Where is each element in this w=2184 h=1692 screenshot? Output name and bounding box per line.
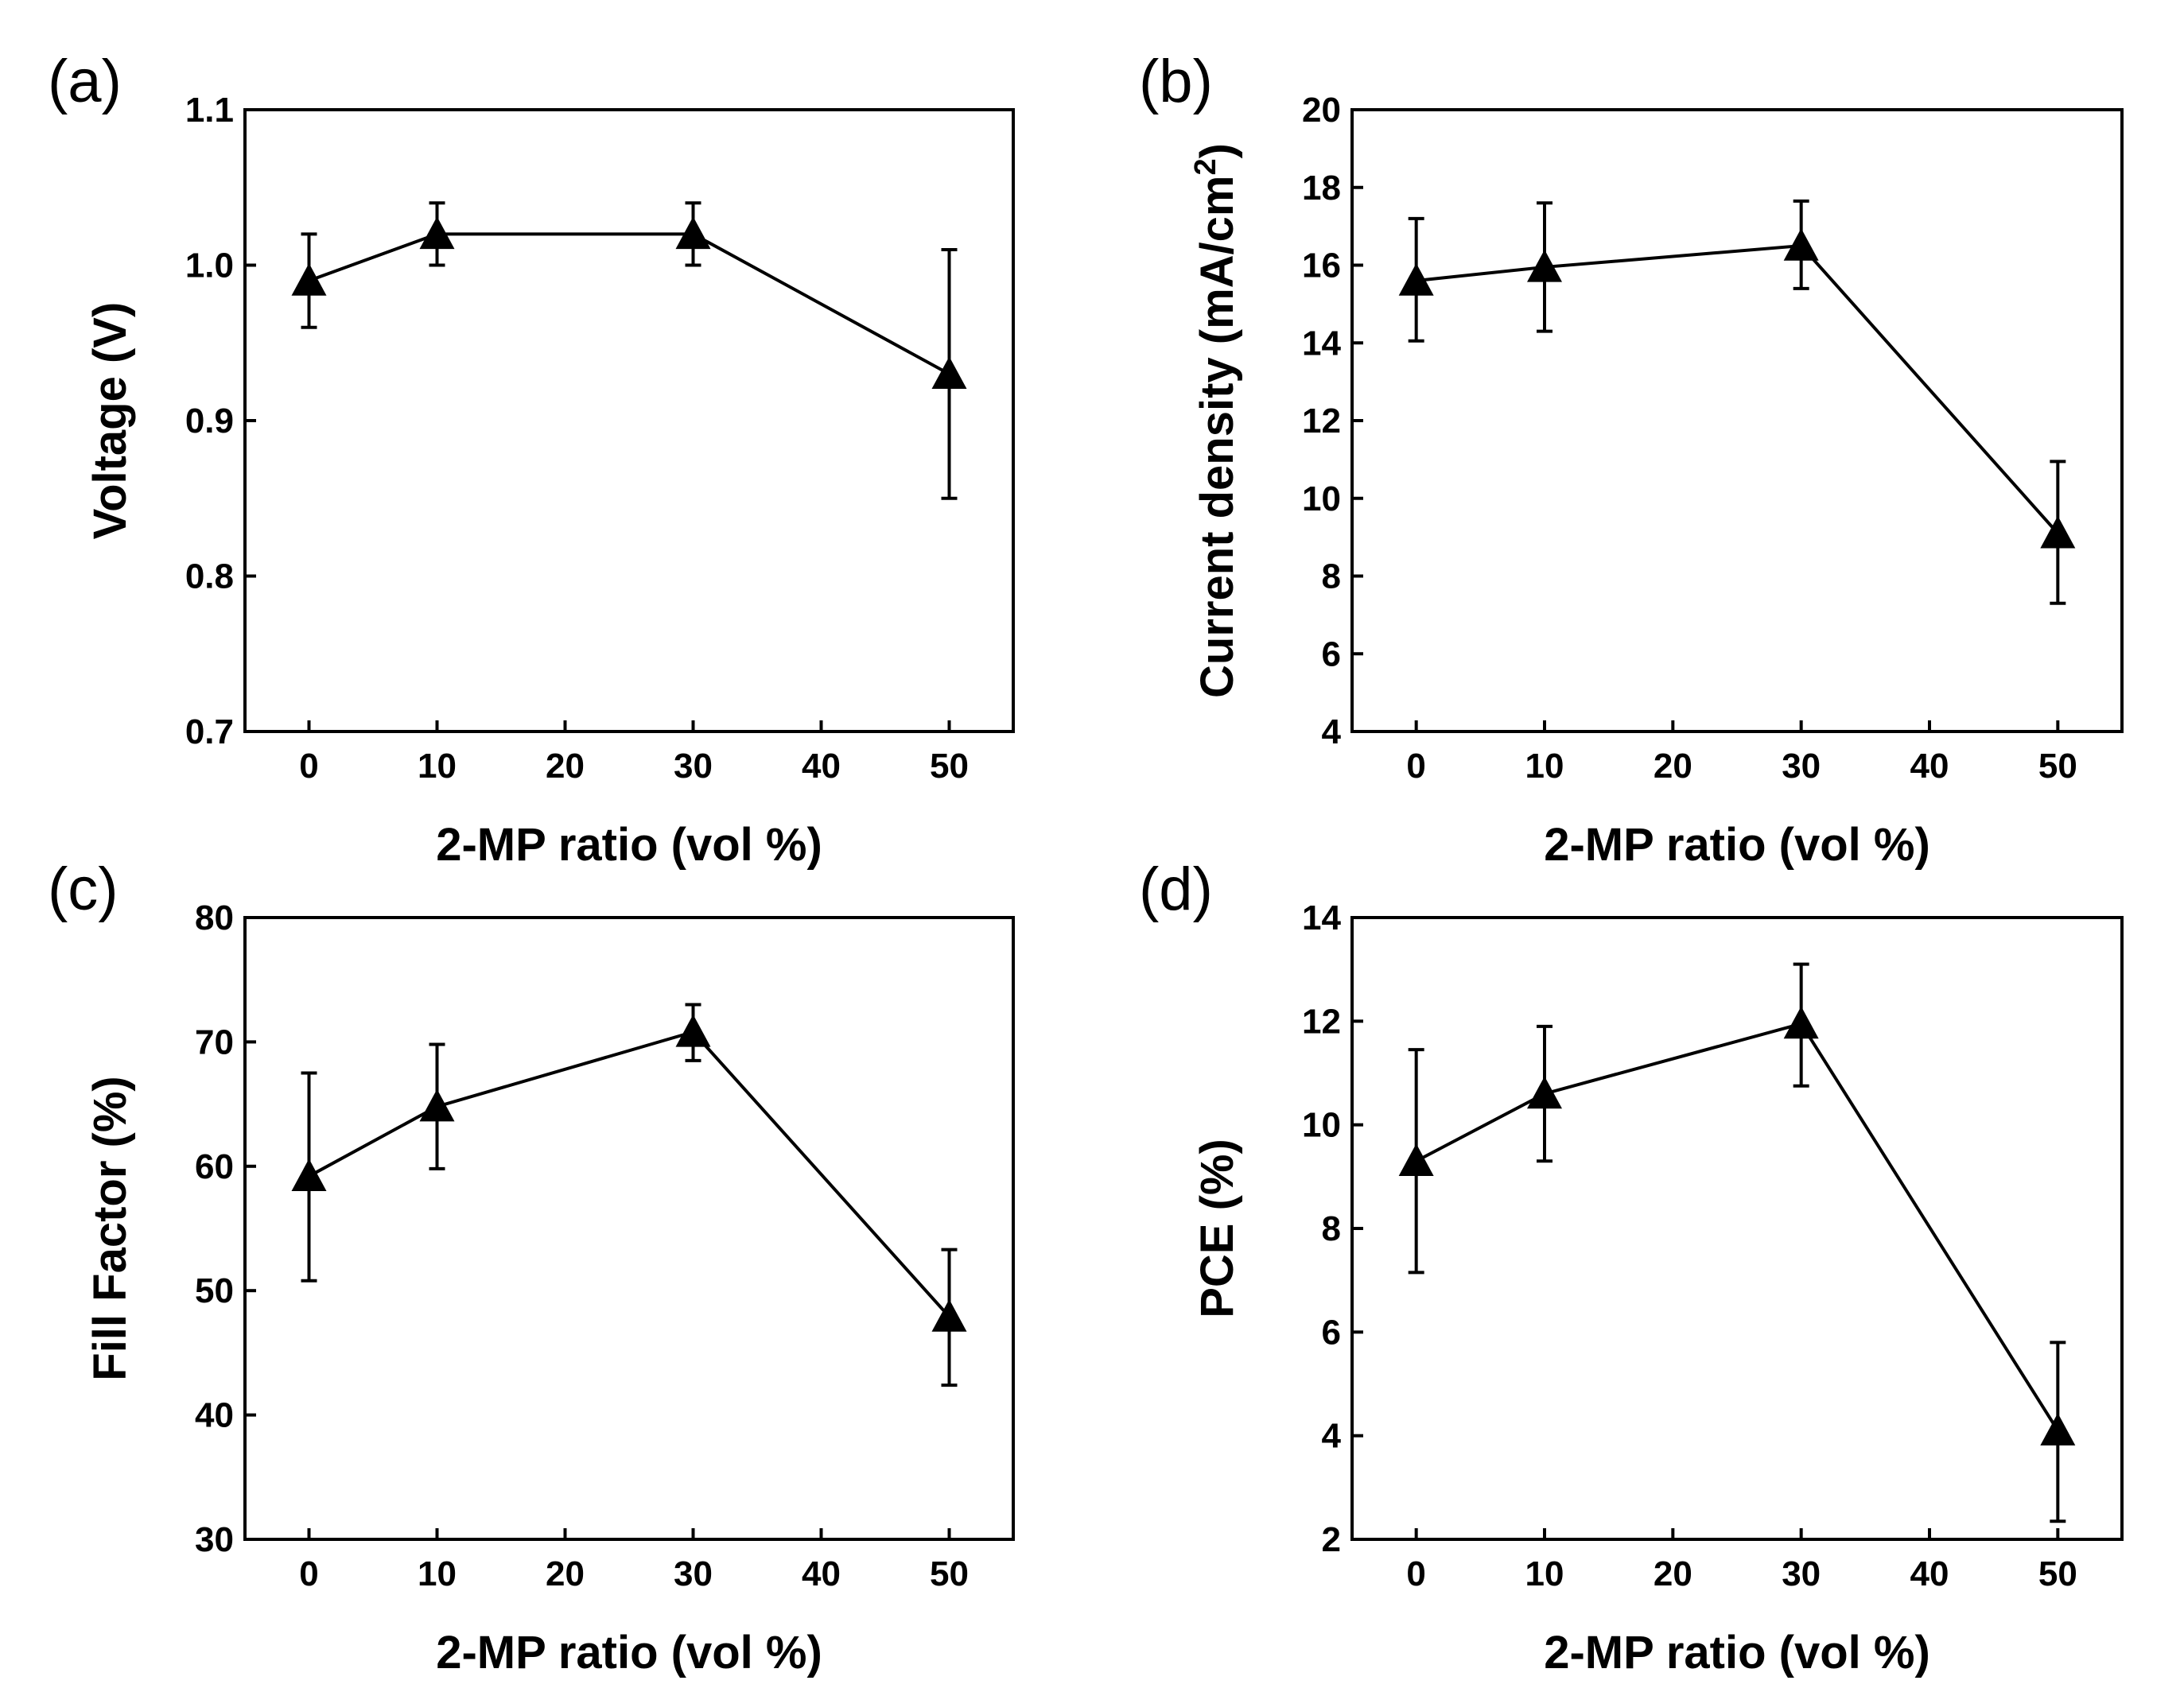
plot-frame-c xyxy=(243,916,1015,1541)
x-tick-label-c-2: 20 xyxy=(546,1554,585,1593)
y-tick-label-c-0: 30 xyxy=(195,1520,234,1559)
series-line-c-0 xyxy=(308,1030,950,1318)
data-point-b-3 xyxy=(2040,515,2076,549)
y-tick-label-c-3: 60 xyxy=(195,1147,234,1186)
y-axis-title-d: PCE (%) xyxy=(1191,1139,1243,1318)
y-axis-title-main-b: Current density (mA/cm xyxy=(1191,176,1243,698)
x-tick-label-a-4: 40 xyxy=(802,747,841,786)
panel-label-c: (c) xyxy=(48,856,119,923)
y-tick-label-c-2: 50 xyxy=(195,1271,234,1310)
y-tick-label-a-2: 0.9 xyxy=(185,402,234,440)
y-tick-label-b-8: 20 xyxy=(1302,91,1341,130)
y-tick-label-a-1: 0.8 xyxy=(185,557,234,596)
data-point-d-2 xyxy=(1783,1006,1819,1039)
x-axis-title-d: 2-MP ratio (vol %) xyxy=(1544,1627,1930,1678)
x-axis-title-c: 2-MP ratio (vol %) xyxy=(436,1627,822,1678)
y-tick-label-c-1: 40 xyxy=(195,1396,234,1435)
y-axis-title-sup-b: 2 xyxy=(1189,158,1222,175)
x-tick-label-d-1: 10 xyxy=(1525,1554,1564,1593)
x-tick-label-a-0: 0 xyxy=(299,747,318,786)
x-tick-label-c-4: 40 xyxy=(802,1554,841,1593)
panel-a: (a) 0 10 20 30 40 50 0.7 0.8 0.9 1.0 1.1 2-MP ratio … xyxy=(48,48,1015,871)
panel-label-b: (b) xyxy=(1139,48,1213,115)
y-tick-label-d-5: 12 xyxy=(1302,1002,1341,1041)
x-tick-label-c-3: 30 xyxy=(674,1554,713,1593)
x-axis-title-b: 2-MP ratio (vol %) xyxy=(1544,819,1930,871)
x-tick-label-b-4: 40 xyxy=(1910,747,1949,786)
data-point-a-1 xyxy=(419,216,455,250)
y-axis-title-end-b: ) xyxy=(1191,143,1243,158)
x-tick-label-c-0: 0 xyxy=(299,1554,318,1593)
data-point-b-2 xyxy=(1783,228,1819,261)
y-tick-label-a-3: 1.0 xyxy=(185,246,234,285)
x-tick-label-b-1: 10 xyxy=(1525,747,1564,786)
x-tick-label-b-0: 0 xyxy=(1406,747,1425,786)
y-tick-label-b-2: 8 xyxy=(1322,557,1341,596)
y-tick-label-d-1: 4 xyxy=(1322,1417,1342,1456)
data-point-c-3 xyxy=(931,1299,967,1332)
y-tick-label-c-4: 70 xyxy=(195,1023,234,1061)
data-point-b-0 xyxy=(1398,263,1434,296)
panel-b: (b) 0 10 20 30 40 50 4 6 8 10 12 14 16 18 20 2-MP ratio … xyxy=(1139,48,2124,871)
y-tick-label-d-6: 14 xyxy=(1302,898,1341,937)
x-tick-label-d-2: 20 xyxy=(1654,1554,1692,1593)
y-tick-label-b-7: 18 xyxy=(1302,169,1341,208)
data-point-d-3 xyxy=(2040,1413,2076,1446)
y-tick-label-a-0: 0.7 xyxy=(185,712,234,751)
plot-frame-b xyxy=(1350,108,2124,733)
x-tick-label-b-3: 30 xyxy=(1782,747,1821,786)
x-tick-label-a-2: 20 xyxy=(546,747,585,786)
plot-frame-a xyxy=(243,108,1015,733)
data-point-a-0 xyxy=(291,263,327,296)
panel-c: (c) 0 10 20 30 40 50 30 40 50 60 70 80 2-MP ratio (vo… xyxy=(48,856,1015,1678)
y-tick-label-b-3: 10 xyxy=(1302,479,1341,518)
x-tick-label-c-5: 50 xyxy=(930,1554,969,1593)
x-tick-label-c-1: 10 xyxy=(418,1554,457,1593)
y-tick-label-b-5: 14 xyxy=(1302,324,1341,363)
y-tick-label-d-0: 2 xyxy=(1322,1520,1341,1559)
panel-label-a: (a) xyxy=(48,48,122,115)
y-tick-label-b-0: 4 xyxy=(1322,712,1342,751)
y-tick-label-b-6: 16 xyxy=(1302,246,1341,285)
y-tick-label-c-5: 80 xyxy=(195,898,234,937)
y-tick-label-a-4: 1.1 xyxy=(185,91,234,130)
series-line-b-0 xyxy=(1416,243,2059,535)
y-tick-label-d-4: 10 xyxy=(1302,1106,1341,1145)
data-point-c-0 xyxy=(291,1158,327,1192)
data-point-d-0 xyxy=(1398,1143,1434,1176)
data-point-d-1 xyxy=(1527,1076,1562,1109)
y-axis-title-b: Current density (mA/cm2) xyxy=(1189,143,1243,698)
y-axis-title-a: Voltage (V) xyxy=(84,302,136,540)
y-tick-label-d-3: 8 xyxy=(1322,1209,1341,1248)
panel-d: (d) 0 10 20 30 40 50 2 4 6 8 10 12 14 2-MP ratio (vol … xyxy=(1139,856,2124,1678)
data-point-c-2 xyxy=(675,1014,711,1047)
x-tick-label-d-3: 30 xyxy=(1782,1554,1821,1593)
x-tick-label-a-3: 30 xyxy=(674,747,713,786)
x-tick-label-d-4: 40 xyxy=(1910,1554,1949,1593)
series-line-a-0 xyxy=(308,232,950,376)
data-point-b-1 xyxy=(1527,249,1562,282)
x-tick-label-d-0: 0 xyxy=(1406,1554,1425,1593)
x-tick-label-d-5: 50 xyxy=(2038,1554,2077,1593)
x-axis-title-a: 2-MP ratio (vol %) xyxy=(436,819,822,871)
y-tick-label-b-1: 6 xyxy=(1322,634,1341,673)
series-line-d-0 xyxy=(1415,1022,2060,1432)
x-tick-label-b-5: 50 xyxy=(2038,747,2077,786)
y-tick-label-b-4: 12 xyxy=(1302,402,1341,440)
x-tick-label-a-1: 10 xyxy=(418,747,457,786)
x-tick-label-a-5: 50 xyxy=(930,747,969,786)
data-point-a-3 xyxy=(931,356,967,390)
plot-frame-d xyxy=(1350,916,2124,1541)
y-axis-title-c: Fill Factor (%) xyxy=(84,1076,136,1380)
x-tick-label-b-2: 20 xyxy=(1654,747,1692,786)
data-point-a-2 xyxy=(675,216,711,250)
y-tick-label-d-2: 6 xyxy=(1322,1313,1341,1352)
panel-label-d: (d) xyxy=(1139,856,1213,923)
data-point-c-1 xyxy=(419,1089,455,1122)
